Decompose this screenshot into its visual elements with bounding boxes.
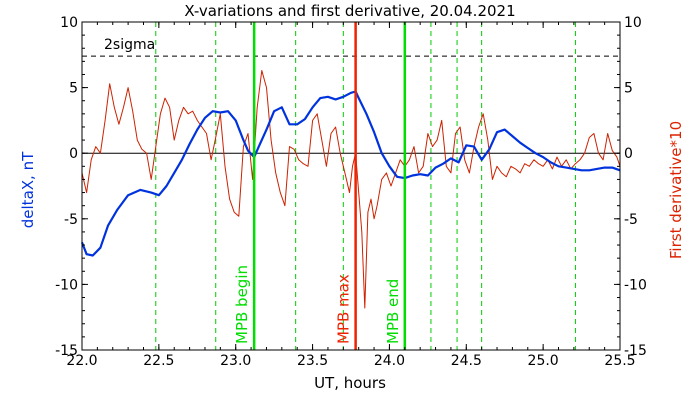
y-axis-right-title: First derivative*10: [667, 121, 685, 259]
y-tick-label-right: 0: [624, 146, 633, 162]
y-tick-label-left: 10: [60, 15, 78, 31]
y-tick-label-left: -5: [64, 212, 78, 228]
deltax-series-line: [80, 90, 621, 257]
x-tick-label: 24.5: [451, 353, 482, 369]
y-tick-label-right: 5: [624, 81, 633, 97]
y-tick-label-left: 5: [69, 81, 78, 97]
event-label-mpb-begin: MPB begin: [233, 265, 251, 344]
y-axis-left-title: deltaX, nT: [19, 151, 37, 228]
x-axis-title: UT, hours: [314, 374, 386, 392]
y-tick-label-right: -10: [624, 277, 647, 293]
y-tick-label-right: -15: [624, 343, 647, 359]
threshold-label: 2sigma: [104, 37, 155, 53]
y-tick-label-left: -10: [55, 277, 78, 293]
x-tick-label: 25.5: [604, 353, 635, 369]
y-tick-label-right: 10: [624, 15, 642, 31]
x-tick-label: 23.0: [220, 353, 251, 369]
plot-frame: [81, 21, 621, 351]
x-tick-label: 25.0: [528, 353, 559, 369]
y-tick-label-left: -15: [55, 343, 78, 359]
chart-title: X-variations and first derivative, 20.04…: [184, 2, 515, 20]
event-label-mpb-max: MPB max: [335, 274, 353, 344]
x-tick-label: 22.5: [143, 353, 174, 369]
event-label-mpb-end: MPB end: [384, 279, 402, 344]
x-tick-label: 22.0: [66, 353, 97, 369]
y-tick-label-right: -5: [624, 212, 638, 228]
x-tick-label: 24.0: [374, 353, 405, 369]
y-tick-label-left: 0: [69, 146, 78, 162]
plot-area: 2sigma MPB begin MPB max MPB end 22.0 22.5 23.…: [55, 15, 647, 369]
x-tick-label: 23.5: [297, 353, 328, 369]
